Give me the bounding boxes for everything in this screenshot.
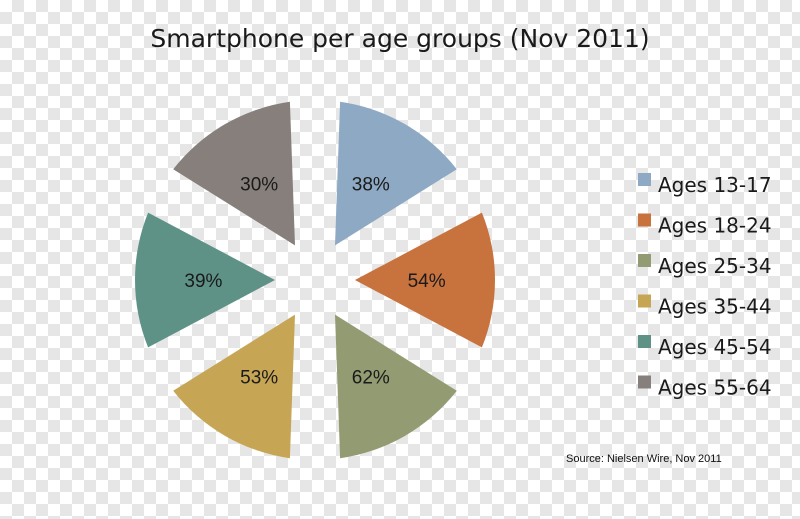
legend-label-ages-45-54: Ages 45-54 — [658, 335, 772, 359]
legend-swatch-ages-35-44 — [638, 294, 651, 308]
slice-label-ages-45-54: 39% — [184, 271, 222, 292]
slice-label-ages-35-44: 53% — [240, 368, 278, 389]
slice-label-ages-18-24: 54% — [408, 271, 446, 292]
legend-swatch-ages-45-54 — [638, 335, 651, 348]
pie-slice-ages-13-17 — [335, 101, 457, 246]
slice-label-ages-25-34: 62% — [352, 368, 390, 389]
legend-label-ages-55-64: Ages 55-64 — [658, 376, 772, 400]
legend-label-ages-25-34: Ages 25-34 — [658, 254, 772, 278]
slice-label-ages-55-64: 30% — [240, 174, 278, 195]
legend-swatch-ages-25-34 — [638, 254, 651, 267]
legend-swatch-ages-18-24 — [638, 213, 651, 227]
source-note: Source: Nielsen Wire, Nov 2011 — [566, 453, 722, 465]
legend-label-ages-13-17: Ages 13-17 — [658, 173, 772, 197]
slice-label-ages-13-17: 38% — [352, 174, 390, 195]
legend: Ages 13-17 Ages 18-24 Ages 25-34 Ages 35-44… — [638, 173, 772, 400]
pie-slice-ages-25-34 — [335, 314, 457, 459]
pie-slices: 38% 54% 62% 53% 39% 30% — [135, 101, 495, 459]
pie-slice-ages-35-44 — [173, 314, 295, 459]
legend-swatch-ages-13-17 — [638, 173, 651, 186]
chart-title: Smartphone per age groups (Nov 2011) — [150, 24, 649, 53]
legend-swatch-ages-55-64 — [638, 375, 651, 389]
legend-label-ages-35-44: Ages 35-44 — [658, 295, 772, 319]
pie-slice-ages-45-54 — [135, 212, 275, 348]
legend-label-ages-18-24: Ages 18-24 — [658, 214, 772, 238]
pie-slice-ages-18-24 — [355, 212, 495, 348]
pie-slice-ages-55-64 — [173, 101, 295, 246]
